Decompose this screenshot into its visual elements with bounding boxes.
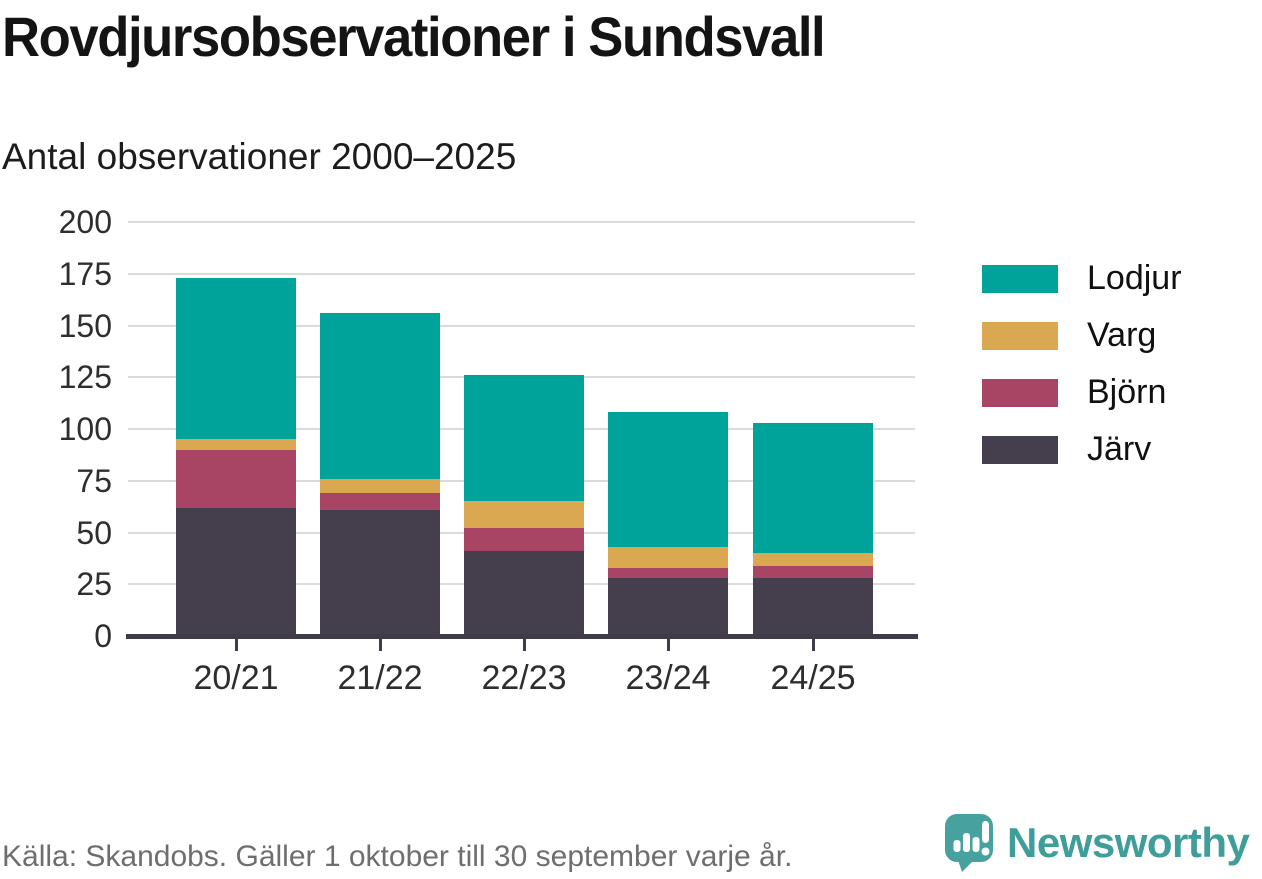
bar-segment-jarv	[753, 578, 873, 636]
bar-20-21	[176, 277, 296, 636]
legend-swatch-varg	[982, 321, 1058, 350]
source-note: Källa: Skandobs. Gäller 1 oktober till 3…	[2, 840, 793, 873]
legend: Lodjur Varg Björn Järv	[982, 250, 1182, 478]
gridline-150	[128, 324, 915, 327]
bar-segment-lodjur	[320, 313, 440, 479]
bar-segment-lodjur	[608, 412, 728, 548]
legend-swatch-bjorn	[982, 378, 1058, 407]
bar-segment-lodjur	[176, 277, 296, 440]
bar-segment-bjorn	[608, 567, 728, 579]
x-axis-tick-label: 20/21	[193, 659, 279, 697]
bar-segment-jarv	[176, 507, 296, 636]
bar-segment-varg	[608, 547, 728, 568]
gridline-175	[128, 272, 915, 275]
newsworthy-logo-icon	[945, 814, 993, 872]
y-axis-tick-label: 200	[58, 204, 112, 240]
gridline-200	[128, 221, 915, 224]
bar-segment-varg	[464, 501, 584, 529]
legend-label-lodjur: Lodjur	[1087, 259, 1182, 297]
x-axis-tick-label: 22/23	[481, 659, 567, 697]
newsworthy-logo: Newsworthy	[944, 813, 1250, 873]
x-axis-tick	[666, 639, 670, 651]
y-axis-tick-label: 75	[76, 462, 112, 499]
y-axis-tick-label: 25	[76, 566, 112, 603]
x-axis-tick-label: 21/22	[337, 659, 423, 697]
bar-21-22	[320, 313, 440, 636]
chart-subtitle: Antal observationer 2000–2025	[2, 136, 517, 177]
x-axis-tick	[522, 639, 526, 651]
legend-row-jarv: Järv	[982, 421, 1182, 478]
legend-label-jarv: Järv	[1087, 430, 1152, 468]
bar-segment-jarv	[464, 551, 584, 636]
chart-title: Rovdjursobservationer i Sundsvall	[2, 5, 826, 68]
x-axis-tick	[811, 639, 815, 651]
y-axis-tick-label: 0	[94, 618, 112, 654]
x-axis-tick-label: 24/25	[770, 659, 856, 697]
newsworthy-wordmark: Newsworthy	[1007, 819, 1250, 866]
x-axis-line	[126, 634, 918, 639]
bar-segment-lodjur	[753, 422, 873, 554]
bar-segment-bjorn	[753, 565, 873, 579]
bar-segment-jarv	[320, 509, 440, 636]
y-axis-tick-label: 125	[58, 359, 112, 396]
bar-segment-lodjur	[464, 375, 584, 502]
bar-22-23	[464, 375, 584, 636]
bar-segment-varg	[320, 478, 440, 494]
legend-label-bjorn: Björn	[1087, 373, 1167, 411]
y-axis-tick-label: 50	[76, 514, 112, 551]
y-axis-tick-label: 100	[58, 411, 112, 447]
x-axis-tick-label: 23/24	[625, 659, 711, 697]
bar-23-24	[608, 412, 728, 636]
bar-24-25	[753, 422, 873, 636]
x-axis-tick	[234, 639, 238, 651]
bar-segment-bjorn	[176, 449, 296, 508]
legend-row-varg: Varg	[982, 307, 1182, 364]
bar-segment-jarv	[608, 578, 728, 636]
bar-segment-bjorn	[320, 493, 440, 510]
plot-area	[128, 221, 915, 636]
legend-swatch-lodjur	[982, 264, 1058, 293]
x-axis-tick	[378, 639, 382, 651]
legend-row-lodjur: Lodjur	[982, 250, 1182, 307]
legend-swatch-jarv	[982, 435, 1058, 464]
y-axis-tick-label: 150	[58, 307, 112, 344]
y-axis-tick-label: 175	[58, 255, 112, 292]
bar-segment-bjorn	[464, 528, 584, 552]
legend-row-bjorn: Björn	[982, 364, 1182, 421]
legend-label-varg: Varg	[1087, 316, 1157, 354]
bar-segment-varg	[176, 439, 296, 450]
bar-segment-varg	[753, 553, 873, 566]
